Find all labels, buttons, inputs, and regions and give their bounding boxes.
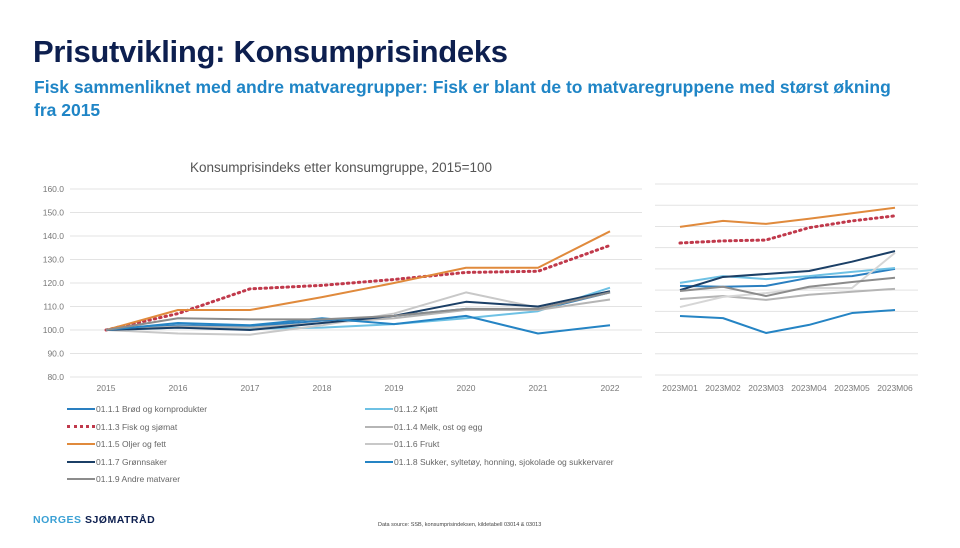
x-tick-label: 2018 xyxy=(313,383,332,393)
y-tick-label: 90.0 xyxy=(47,349,64,359)
legend-item: 01.1.6 Frukt xyxy=(365,439,439,449)
legend-label: 01.1.3 Fisk og sjømat xyxy=(96,421,178,432)
x-tick-label: 2023M04 xyxy=(791,383,827,393)
data-source: Data source: SSB, konsumprisindeksen, ki… xyxy=(378,522,542,528)
legend-label: 01.1.7 Grønnsaker xyxy=(96,456,167,467)
legend-item: 01.1.9 Andre matvarer xyxy=(67,474,180,484)
x-tick-label: 2020 xyxy=(457,383,476,393)
x-tick-label: 2023M05 xyxy=(834,383,870,393)
series-line xyxy=(679,206,896,228)
series-line xyxy=(679,309,896,334)
logo-part-sjomatrad: SJØMATRÅD xyxy=(84,514,156,526)
page-title: Prisutvikling: Konsumprisindeks xyxy=(33,34,508,69)
legend-swatch xyxy=(365,408,393,410)
x-tick-label: 2023M02 xyxy=(705,383,741,393)
legend-item: 01.1.4 Melk, ost og egg xyxy=(365,422,482,432)
legend-label: 01.1.4 Melk, ost og egg xyxy=(394,421,483,432)
y-tick-label: 140.0 xyxy=(43,231,65,241)
y-tick-label: 100.0 xyxy=(43,325,65,335)
legend-item: 01.1.7 Grønnsaker xyxy=(67,457,167,467)
series-line xyxy=(679,276,896,298)
x-tick-label: 2023M01 xyxy=(662,383,698,393)
x-tick-label: 2017 xyxy=(241,383,260,393)
chart-title: Konsumprisindeks etter konsumgruppe, 201… xyxy=(190,160,493,175)
y-tick-label: 80.0 xyxy=(47,372,64,382)
legend-item: 01.1.1 Brød og kornprodukter xyxy=(67,404,207,414)
y-tick-label: 130.0 xyxy=(43,255,65,265)
legend-swatch xyxy=(67,408,95,410)
y-tick-label: 150.0 xyxy=(43,208,65,218)
legend-label: 01.1.9 Andre matvarer xyxy=(96,474,181,484)
logo-part-norges: NORGES xyxy=(33,514,85,526)
x-tick-label: 2023M06 xyxy=(877,383,913,393)
legend-item: 01.1.8 Sukker, syltetøy, honning, sjokol… xyxy=(365,457,614,467)
legend-swatch xyxy=(67,443,95,445)
y-tick-label: 160.0 xyxy=(43,184,65,194)
legend-label: 01.1.2 Kjøtt xyxy=(394,404,438,414)
x-tick-label: 2023M03 xyxy=(748,383,784,393)
legend-label: 01.1.6 Frukt xyxy=(394,439,440,449)
y-tick-label: 120.0 xyxy=(43,278,65,288)
logo: NORGES SJØMATRÅD xyxy=(33,514,155,526)
x-tick-label: 2015 xyxy=(97,383,116,393)
legend-swatch xyxy=(365,460,393,463)
x-tick-label: 2022 xyxy=(601,383,620,393)
legend-swatch xyxy=(365,443,393,445)
legend-label: 01.1.1 Brød og kornprodukter xyxy=(96,404,208,414)
legend-label: 01.1.5 Oljer og fett xyxy=(96,439,166,449)
series-line xyxy=(679,250,896,292)
legend-swatch xyxy=(67,478,95,480)
page-subtitle: Fisk sammenliknet med andre matvaregrupp… xyxy=(34,77,891,120)
legend-label: 01.1.8 Sukker, syltetøy, honning, sjokol… xyxy=(394,456,614,467)
legend-swatch xyxy=(67,425,95,428)
series-line xyxy=(105,230,611,331)
x-tick-label: 2019 xyxy=(385,383,404,393)
legend-swatch xyxy=(67,460,95,463)
y-tick-label: 110.0 xyxy=(43,302,64,312)
series-line xyxy=(678,214,897,245)
legend-item: 01.1.3 Fisk og sjømat xyxy=(67,422,177,432)
legend-item: 01.1.2 Kjøtt xyxy=(365,404,437,414)
legend-item: 01.1.5 Oljer og fett xyxy=(67,439,166,449)
x-tick-label: 2016 xyxy=(169,383,188,393)
series-line xyxy=(105,314,611,335)
series-line xyxy=(679,287,896,301)
x-tick-label: 2021 xyxy=(529,383,548,393)
legend-swatch xyxy=(365,425,393,428)
series-line xyxy=(679,267,896,284)
series-line xyxy=(105,290,611,331)
series-line xyxy=(105,291,611,331)
